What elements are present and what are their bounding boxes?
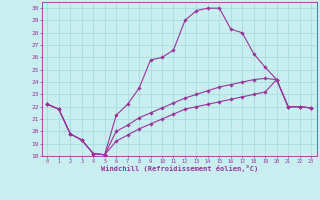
X-axis label: Windchill (Refroidissement éolien,°C): Windchill (Refroidissement éolien,°C) [100, 165, 258, 172]
